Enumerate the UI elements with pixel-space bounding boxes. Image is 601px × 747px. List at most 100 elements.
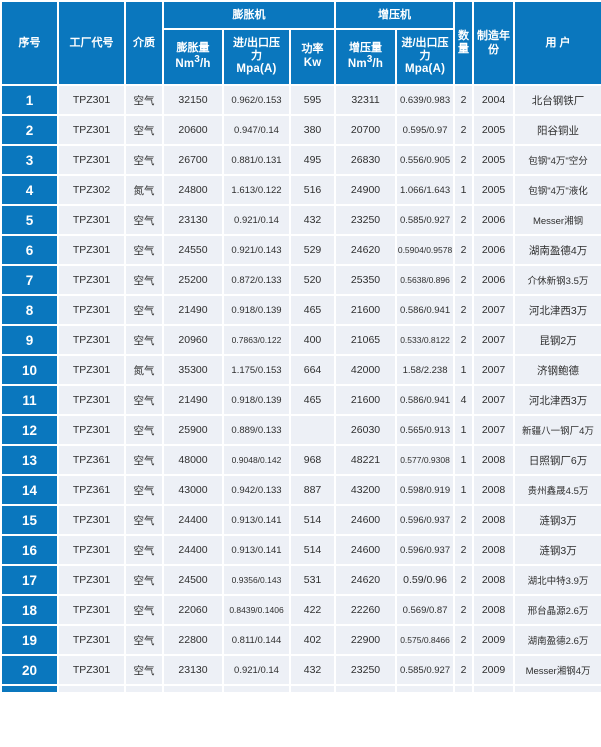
cell-factory-code: TPZ301 [57, 114, 126, 146]
cell-expander-pressure: 0.913/0.141 [222, 504, 291, 536]
cell-customer: 新疆八一钢厂4万 [513, 414, 601, 446]
cell-booster-pressure: 0.5904/0.9578 [395, 234, 456, 266]
cell-medium: 空气 [124, 564, 164, 596]
reference-table: 序号 工厂代号 介质 膨胀机 增压机 数量 制造年份 用 户 膨胀量 Nm3/h… [0, 0, 601, 692]
expander-pressure-unit: Mpa(A) [236, 63, 277, 76]
cell-customer: 湖南盈德2.6万 [513, 624, 601, 656]
cell-factory-code: TPZ302 [57, 174, 126, 206]
cell-expander-flow: 24550 [162, 234, 224, 266]
cell-serial: 19 [0, 624, 59, 656]
expander-pressure-label: 进/出口压力 [232, 36, 281, 62]
cell-power [288, 414, 337, 446]
cell-year: 2005 [472, 174, 516, 206]
cell-quantity: 2 [453, 324, 475, 356]
cell-expander-pressure [222, 684, 291, 692]
cell-factory-code: TPZ301 [57, 384, 126, 416]
cell-medium: 空气 [124, 624, 164, 656]
col-header-medium: 介质 [124, 0, 164, 86]
cell-factory-code: TPZ301 [57, 204, 126, 236]
cell-customer: 河北津西3万 [513, 294, 601, 326]
cell-expander-pressure: 1.613/0.122 [222, 174, 291, 206]
cell-power: 516 [288, 174, 337, 206]
cell-booster-pressure: 0.533/0.8122 [395, 324, 456, 356]
table-row: 7 TPZ301 空气 25200 0.872/0.133 520 25350 0.5638/… [0, 264, 601, 296]
cell-serial: 14 [0, 474, 59, 506]
cell-serial: 2 [0, 114, 59, 146]
cell-year: 2007 [472, 384, 516, 416]
cell-power: 380 [288, 114, 337, 146]
table-row: 2 TPZ301 空气 20600 0.947/0.14 380 20700 0.595/0.… [0, 114, 601, 146]
cell-quantity: 2 [453, 564, 475, 596]
cell-power: 400 [288, 324, 337, 356]
cell-quantity: 1 [453, 174, 475, 206]
cell-booster-pressure: 0.585/0.927 [395, 654, 456, 686]
cell-quantity: 2 [453, 624, 475, 656]
cell-customer: Messer湘钢4万 [513, 654, 601, 686]
cell-expander-flow: 25900 [162, 414, 224, 446]
cell-quantity [453, 684, 475, 692]
cell-booster-flow: 32311 [334, 84, 398, 116]
cell-power: 968 [288, 444, 337, 476]
cell-expander-pressure: 0.918/0.139 [222, 384, 291, 416]
cell-year: 2008 [472, 444, 516, 476]
cell-customer: 湖南盈德4万 [513, 234, 601, 266]
cell-customer: 包钢"4万"液化 [513, 174, 601, 206]
cell-serial: 12 [0, 414, 59, 446]
cell-power [288, 684, 337, 692]
cell-booster-pressure: 0.586/0.941 [395, 294, 456, 326]
cell-expander-flow: 35300 [162, 354, 224, 386]
cell-expander-flow: 24500 [162, 564, 224, 596]
cell-customer: Messer湘钢 [513, 204, 601, 236]
cell-expander-pressure: 0.921/0.14 [222, 654, 291, 686]
cell-expander-pressure: 0.9356/0.143 [222, 564, 291, 596]
cell-expander-flow: 24400 [162, 504, 224, 536]
cell-year [472, 684, 516, 692]
cell-expander-flow: 48000 [162, 444, 224, 476]
cell-factory-code: TPZ301 [57, 294, 126, 326]
cell-booster-pressure: 0.639/0.983 [395, 84, 456, 116]
cell-expander-flow: 23130 [162, 654, 224, 686]
cell-year: 2008 [472, 504, 516, 536]
cell-booster-pressure [395, 684, 456, 692]
col-header-year: 制造年份 [472, 0, 516, 86]
table-row: 5 TPZ301 空气 23130 0.921/0.14 432 23250 0.585/0.… [0, 204, 601, 236]
cell-year: 2008 [472, 564, 516, 596]
cell-quantity: 1 [453, 414, 475, 446]
cell-power: 531 [288, 564, 337, 596]
cell-serial: 11 [0, 384, 59, 416]
cell-factory-code: TPZ361 [57, 444, 126, 476]
cell-quantity: 2 [453, 534, 475, 566]
cell-power: 432 [288, 204, 337, 236]
table-row: 8 TPZ301 空气 21490 0.918/0.139 465 21600 0.586/0… [0, 294, 601, 326]
cell-power: 664 [288, 354, 337, 386]
cell-power: 514 [288, 504, 337, 536]
cell-booster-flow: 23250 [334, 654, 398, 686]
cell-expander-pressure: 0.921/0.143 [222, 234, 291, 266]
cell-expander-flow: 23130 [162, 204, 224, 236]
cell-customer: 邢台晶源2.6万 [513, 594, 601, 626]
col-group-booster: 增压机 [334, 0, 456, 30]
table-row: 4 TPZ302 氮气 24800 1.613/0.122 516 24900 1.066/1… [0, 174, 601, 206]
cell-customer: 包钢"4万"空分 [513, 144, 601, 176]
cell-factory-code: TPZ301 [57, 654, 126, 686]
cell-medium: 空气 [124, 114, 164, 146]
cell-booster-flow: 24620 [334, 234, 398, 266]
power-unit: Kw [303, 56, 322, 69]
cell-factory-code: TPZ301 [57, 504, 126, 536]
cell-booster-pressure: 0.569/0.87 [395, 594, 456, 626]
table-body: 1 TPZ301 空气 32150 0.962/0.153 595 32311 0.639/0… [0, 84, 601, 692]
cell-medium: 空气 [124, 414, 164, 446]
cell-booster-flow: 22260 [334, 594, 398, 626]
col-header-customer: 用 户 [513, 0, 601, 86]
cell-serial: 13 [0, 444, 59, 476]
cell-medium: 氮气 [124, 354, 164, 386]
cell-expander-pressure: 0.7863/0.122 [222, 324, 291, 356]
cell-serial: 15 [0, 504, 59, 536]
cell-medium: 空气 [124, 294, 164, 326]
cell-expander-flow: 21490 [162, 294, 224, 326]
cell-year: 2009 [472, 624, 516, 656]
cell-factory-code: TPZ301 [57, 594, 126, 626]
cell-expander-pressure: 0.947/0.14 [222, 114, 291, 146]
cell-expander-pressure: 1.175/0.153 [222, 354, 291, 386]
cell-medium: 空气 [124, 264, 164, 296]
